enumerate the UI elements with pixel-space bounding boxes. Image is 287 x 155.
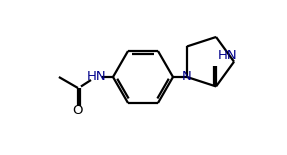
Text: HN: HN — [218, 49, 238, 62]
Text: N: N — [182, 71, 192, 84]
Text: HN: HN — [87, 71, 107, 84]
Text: O: O — [73, 104, 83, 117]
